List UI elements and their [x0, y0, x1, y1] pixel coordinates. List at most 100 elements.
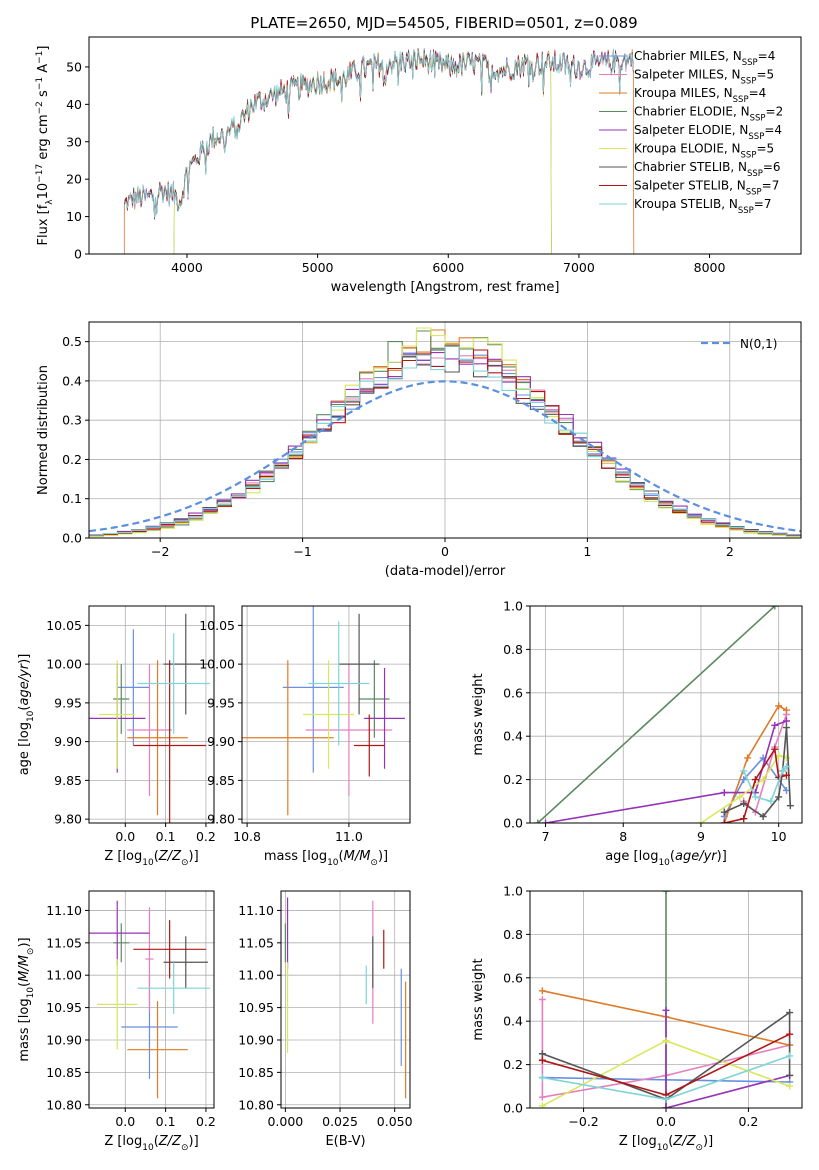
x-tick-label: 0.025	[322, 1114, 358, 1129]
errorbar-point	[127, 664, 172, 796]
y-tick-label: 0.0	[503, 1101, 523, 1116]
spectrum-line	[123, 48, 634, 220]
axes-frame	[529, 890, 803, 1109]
y-tick-label: 50	[66, 59, 82, 74]
label-part: 10	[657, 1143, 669, 1153]
normal-curve	[89, 380, 801, 533]
label-part: Salpeter MILES, N	[634, 68, 741, 82]
plot-area	[89, 900, 210, 1099]
label-part: 10	[142, 858, 154, 868]
y-tick-label: 10	[66, 209, 82, 224]
label-part: )]	[17, 654, 32, 664]
x-tick-label: 0.000	[267, 1114, 303, 1129]
ticks: 4000 5000 6000 7000 8000 0 10 20 30 40 50	[66, 59, 725, 275]
x-tick-label: 0	[441, 544, 449, 559]
label-part: Z [log	[104, 1134, 142, 1149]
weight-marker	[786, 1082, 794, 1090]
weight-marker	[740, 776, 748, 784]
y-axis-label: mass [log10(M/M⊙)]	[17, 937, 36, 1061]
axes-frame	[280, 890, 411, 1109]
x-tick-label: 0.1	[156, 829, 176, 844]
y-axis-label: mass weight	[471, 958, 486, 1040]
weight-marker	[759, 776, 767, 784]
label-part: Z/Z	[672, 1134, 696, 1149]
label-part: ⊙	[370, 858, 378, 868]
x-axis-label: wavelength [Angstrom, rest frame]	[331, 280, 560, 295]
weight-marker	[775, 793, 783, 801]
label-part: Kroupa MILES, N	[634, 86, 733, 100]
label-part: −1	[35, 51, 45, 64]
y-tick-label: 10.05	[46, 618, 82, 633]
y-tick-label: 0.4	[503, 1014, 523, 1029]
y-tick-label: 0.2	[503, 772, 523, 787]
y-tick-label: 0.5	[62, 334, 82, 349]
x-tick-label: 11.0	[335, 829, 363, 844]
y-tick-label: 11.10	[46, 903, 82, 918]
label-part: Kroupa ELODIE, N	[634, 142, 741, 156]
y-tick-label: 9.90	[207, 734, 235, 749]
y-tick-label: 11.10	[238, 903, 274, 918]
spectrum-line	[173, 50, 552, 254]
label-part: Kroupa STELIB, N	[634, 197, 738, 211]
ticks: 7 8 9 10 0.0 0.2 0.4 0.6 0.8 1.0	[503, 599, 787, 845]
y-tick-label: 0.8	[503, 642, 523, 657]
label-part: )]	[189, 849, 199, 864]
y-tick-label: 9.85	[54, 773, 82, 788]
label-part: =5	[756, 142, 774, 156]
y-tick-label: 10.95	[238, 1000, 274, 1015]
label-part: )]	[703, 1134, 713, 1149]
label-part: Flux [f	[36, 204, 51, 245]
label-part: (	[17, 706, 32, 711]
x-tick-label: 4000	[171, 260, 203, 275]
plot-area	[534, 606, 794, 823]
y-tick-label: 9.80	[54, 812, 82, 827]
label-part: age/yr	[17, 662, 32, 705]
y-tick-label: 10.95	[46, 1000, 82, 1015]
errorbar-point	[133, 920, 206, 979]
figure-title: PLATE=2650, MJD=54505, FIBERID=0501, z=0…	[250, 14, 637, 32]
weight-line	[700, 754, 787, 823]
spectrum-line	[173, 49, 552, 254]
plot-area	[89, 613, 210, 823]
label-part: A	[36, 64, 51, 77]
weight-marker	[534, 819, 542, 823]
weight-marker	[720, 819, 728, 823]
legend-label: Salpeter ELODIE, NSSP=4	[634, 123, 782, 142]
legend-label: Kroupa MILES, NSSP=4	[634, 86, 766, 105]
weight-marker	[662, 1104, 670, 1108]
label-part: −1	[35, 77, 45, 90]
weight-marker	[662, 891, 670, 895]
y-tick-label: 0.1	[62, 491, 82, 506]
label-part: Z [log	[104, 849, 142, 864]
errorbar-point	[137, 633, 210, 734]
weight-marker	[771, 606, 779, 610]
label-part: ⊙	[695, 1143, 703, 1153]
label-part: 10	[327, 858, 339, 868]
label-part: 10	[26, 710, 36, 722]
histogram-series	[89, 345, 801, 536]
weight-marker	[782, 706, 790, 714]
label-part: (	[17, 982, 32, 987]
y-tick-label: 1.0	[503, 884, 523, 899]
x-tick-label: 10	[771, 829, 787, 844]
y-tick-label: 0.8	[503, 927, 523, 942]
weight-line	[723, 704, 787, 823]
label-part: =7	[762, 179, 780, 193]
y-tick-label: 0.2	[62, 452, 82, 467]
x-axis-label: age [log10(age/yr)]	[605, 849, 727, 868]
y-tick-label: 11.00	[238, 968, 274, 983]
weight-marker	[697, 819, 705, 823]
label-part: SSP	[746, 188, 762, 198]
label-part: (	[670, 849, 675, 864]
panel-residuals: −2 −1 0 1 2 0.0 0.1 0.2 0.3 0.4 0.5 (data-model)/er…	[36, 321, 802, 579]
label-part: Chabrier ELODIE, N	[634, 105, 750, 119]
errorbar-point	[338, 613, 380, 715]
weight-marker	[786, 1030, 794, 1038]
x-tick-label: 6000	[432, 260, 464, 275]
x-tick-label: −1	[293, 544, 311, 559]
errorbar-point	[113, 923, 130, 963]
y-axis-label: age [log10(age/yr)]	[17, 654, 36, 776]
x-tick-label: 9	[697, 829, 705, 844]
y-axis-label: Normed distribution	[36, 365, 51, 495]
